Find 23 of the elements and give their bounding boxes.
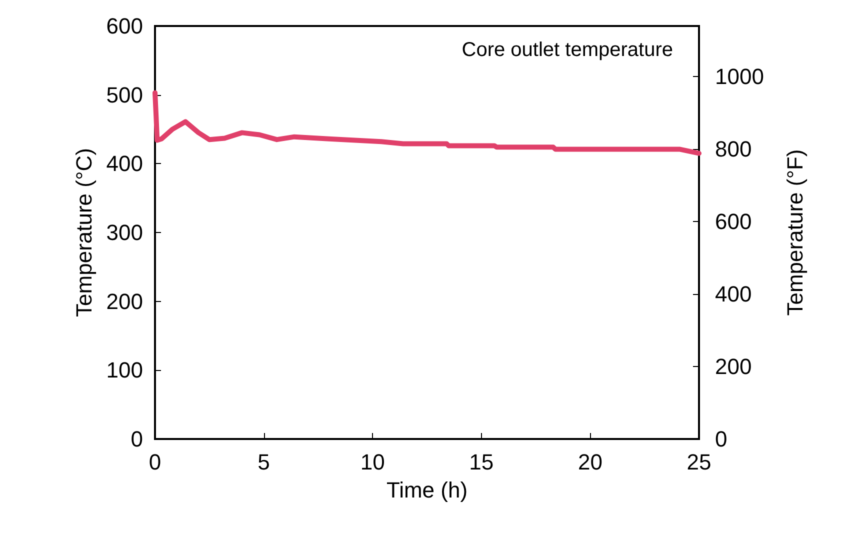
x-tick-label: 10 bbox=[360, 450, 385, 474]
x-tick-label: 5 bbox=[258, 450, 270, 474]
x-tick-label: 20 bbox=[578, 450, 602, 474]
y-tick-label: 0 bbox=[130, 426, 143, 452]
y-tick-label: 500 bbox=[106, 82, 143, 108]
x-axis-title: Time (h) bbox=[386, 478, 468, 502]
y-tick-label: 600 bbox=[106, 14, 143, 38]
y-tick-label: 200 bbox=[106, 288, 143, 314]
y2-tick-label: 200 bbox=[715, 354, 752, 380]
x-tick-label: 15 bbox=[469, 450, 494, 474]
y2-tick-label: 400 bbox=[715, 282, 752, 307]
y-tick-label: 300 bbox=[106, 220, 143, 245]
y-tick-label: 400 bbox=[106, 151, 143, 176]
y2-axis-title: Temperature (°F) bbox=[782, 149, 808, 316]
y2-tick-label: 600 bbox=[715, 209, 752, 234]
annotation: Core outlet temperature bbox=[462, 39, 674, 61]
x-tick-label: 0 bbox=[148, 450, 162, 474]
y2-tick-label: 0 bbox=[715, 426, 728, 452]
x-tick-label: 25 bbox=[686, 450, 712, 474]
y2-tick-label: 800 bbox=[715, 136, 752, 162]
y-axis-title: Temperature (°C) bbox=[72, 148, 96, 317]
y2-tick-label: 1000 bbox=[715, 64, 764, 90]
y-tick-label: 100 bbox=[106, 358, 143, 383]
